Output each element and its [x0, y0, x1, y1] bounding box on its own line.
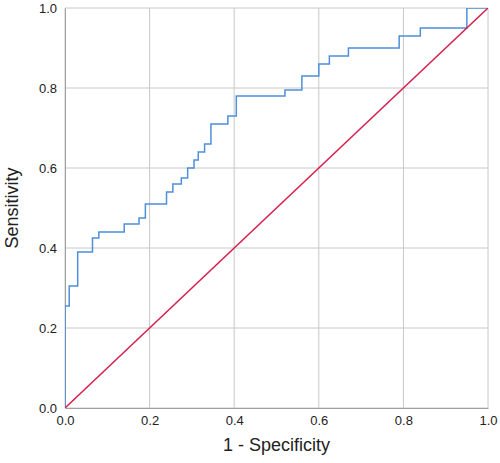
- x-tick-label: 0.2: [141, 413, 159, 428]
- x-axis-title: 1 - Specificity: [223, 435, 330, 455]
- grid-line-y: [65, 168, 488, 169]
- y-tick-label: 0.0: [39, 401, 57, 416]
- grid-line-y: [65, 328, 488, 329]
- grid-line-x: [234, 8, 235, 408]
- y-axis-title: Sensitivity: [2, 167, 22, 248]
- x-tick: 0.6: [310, 408, 328, 428]
- grid-line-x: [403, 8, 404, 408]
- x-tick: 1.0: [479, 408, 497, 428]
- y-tick: 0.6: [39, 161, 65, 176]
- grid-line-y: [65, 408, 488, 409]
- grid-line-x: [149, 8, 150, 408]
- grid-line-y: [65, 248, 488, 249]
- y-tick-label: 0.2: [39, 321, 57, 336]
- series: [65, 8, 488, 408]
- x-tick: 0.8: [395, 408, 413, 428]
- y-tick-label: 0.8: [39, 81, 57, 96]
- x-tick: 0.4: [226, 408, 244, 428]
- x-axis-line: [66, 408, 489, 409]
- y-tick: 0.8: [39, 81, 65, 96]
- series-line: [65, 8, 488, 408]
- x-tick-label: 0.4: [226, 413, 244, 428]
- y-tick: 0.0: [39, 401, 65, 416]
- grid-line-y: [65, 88, 488, 89]
- y-tick: 1.0: [39, 1, 65, 16]
- x-axis: 0.0 0.2 0.4 0.6 0.8 1.0: [56, 408, 497, 428]
- y-tick-label: 0.6: [39, 161, 57, 176]
- grid-line-x: [488, 8, 489, 408]
- grid-line-y: [65, 8, 488, 9]
- chart: 0.0 0.2 0.4 0.6 0.8 1.0 0.0 0.2 0.4 0.6 0.8 1.0 1 - …: [0, 0, 500, 463]
- x-tick: 0.0: [56, 408, 74, 428]
- grid: [65, 8, 488, 408]
- x-tick-label: 0.6: [310, 413, 328, 428]
- x-tick-label: 0.0: [56, 413, 74, 428]
- y-tick: 0.4: [39, 241, 65, 256]
- plot: 0.0 0.2 0.4 0.6 0.8 1.0 0.0 0.2 0.4 0.6 0.8 1.0: [39, 1, 498, 429]
- y-tick-label: 1.0: [39, 1, 57, 16]
- y-axis: 0.0 0.2 0.4 0.6 0.8 1.0: [39, 1, 66, 416]
- x-tick-label: 1.0: [479, 413, 497, 428]
- y-tick-label: 0.4: [39, 241, 57, 256]
- series-line: [65, 8, 488, 408]
- y-tick: 0.2: [39, 321, 65, 336]
- x-tick: 0.2: [141, 408, 159, 428]
- x-tick-label: 0.8: [395, 413, 413, 428]
